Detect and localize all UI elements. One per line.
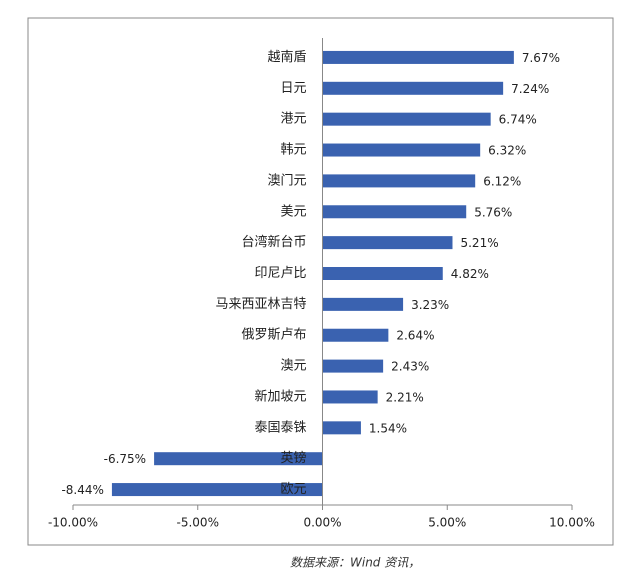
value-label: -6.75% <box>104 452 146 466</box>
value-label: 3.23% <box>411 298 449 312</box>
value-label: 2.43% <box>391 360 429 374</box>
bar <box>322 267 443 280</box>
value-label: 5.21% <box>460 236 498 250</box>
bar <box>322 143 481 157</box>
bar <box>111 483 323 497</box>
value-label: 1.54% <box>369 421 407 435</box>
value-label: 7.24% <box>511 82 549 96</box>
x-tick-label: 0.00% <box>303 516 341 530</box>
value-label: 7.67% <box>522 51 560 65</box>
category-label: 越南盾 <box>267 49 306 65</box>
value-label: 6.74% <box>499 113 537 127</box>
category-label: 欧元 <box>280 482 306 497</box>
x-tick-label: 10.00% <box>549 516 595 530</box>
category-label: 日元 <box>280 81 306 96</box>
value-label: 6.12% <box>483 174 521 188</box>
category-label: 港元 <box>280 112 306 127</box>
bar <box>322 50 514 64</box>
value-label: -8.44% <box>61 483 103 497</box>
category-label: 美元 <box>280 204 306 219</box>
bar <box>322 205 467 219</box>
value-label: 2.21% <box>386 390 424 404</box>
category-label: 泰国泰铢 <box>254 419 306 435</box>
value-label: 2.64% <box>396 329 434 343</box>
category-label: 新加坡元 <box>254 388 306 404</box>
bar <box>322 236 453 250</box>
category-label: 澳门元 <box>267 172 306 188</box>
category-label: 台湾新台币 <box>241 234 306 250</box>
bar <box>322 297 404 311</box>
category-label: 马来西亚林吉特 <box>215 297 306 312</box>
x-tick-label: -10.00% <box>48 516 98 530</box>
category-label: 英镑 <box>280 450 306 466</box>
bar <box>322 112 491 126</box>
category-label: 韩元 <box>280 143 306 158</box>
bar <box>322 421 361 435</box>
bar <box>322 174 476 188</box>
value-label: 5.76% <box>474 205 512 219</box>
bar <box>322 390 378 404</box>
x-tick-label: -5.00% <box>177 516 219 530</box>
bar <box>322 328 389 342</box>
bar <box>322 359 384 373</box>
value-label: 6.32% <box>488 144 526 158</box>
category-label: 澳元 <box>280 358 306 374</box>
frame <box>27 17 614 546</box>
x-tick-label: 5.00% <box>428 516 466 530</box>
bar <box>154 452 323 466</box>
bar <box>322 81 504 95</box>
category-label: 印尼卢比 <box>254 265 306 281</box>
source: 数据来源：Wind 资讯， <box>290 556 420 570</box>
category-label: 俄罗斯卢布 <box>241 327 306 343</box>
value-label: 4.82% <box>451 267 489 281</box>
